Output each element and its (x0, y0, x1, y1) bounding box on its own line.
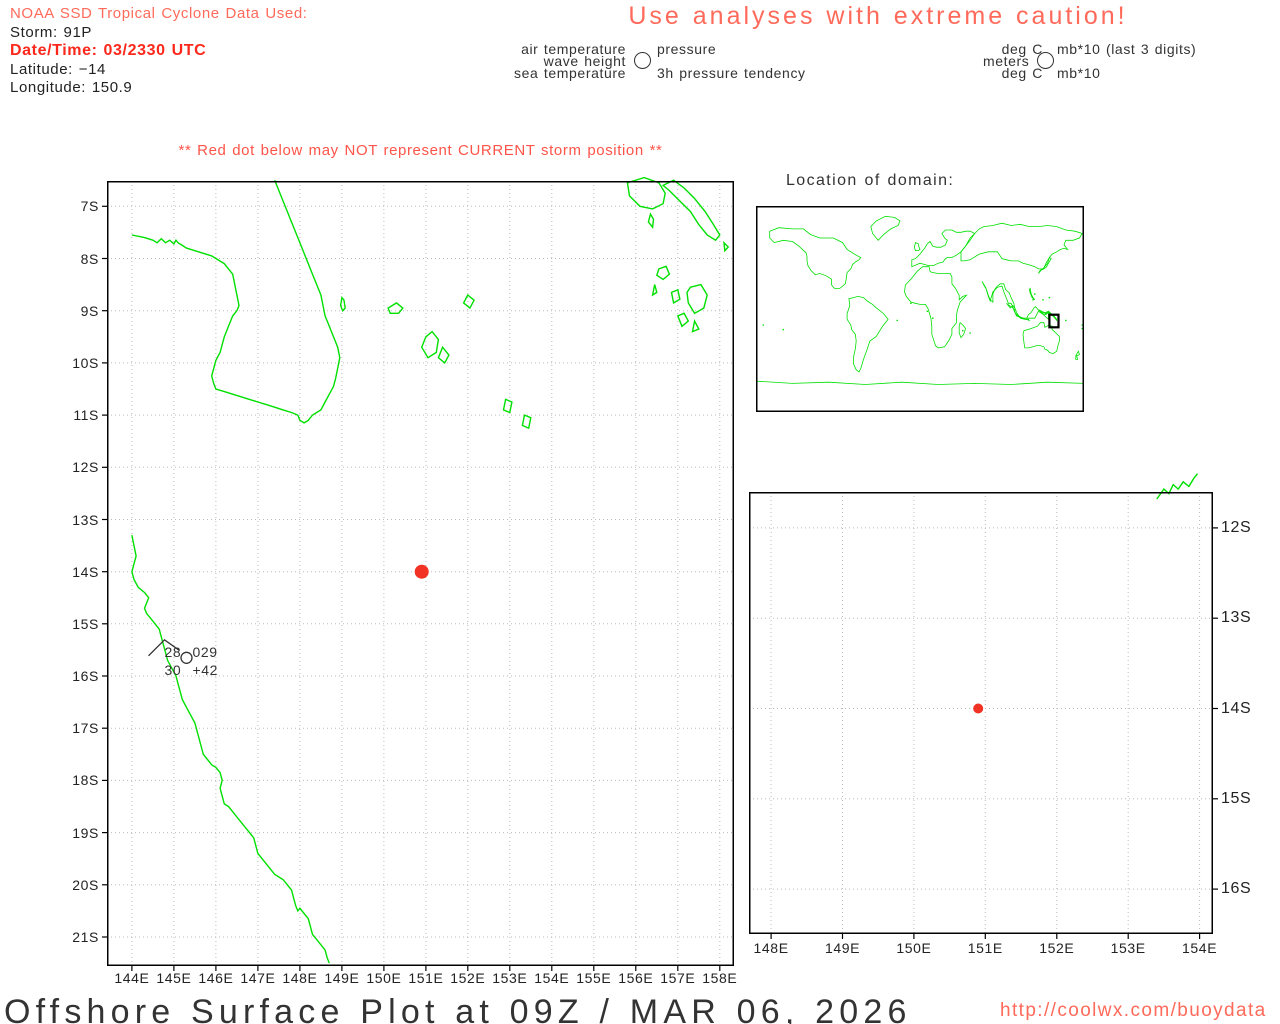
svg-text:28: 28 (165, 644, 182, 660)
svg-text:30: 30 (165, 662, 182, 678)
svg-text:+42: +42 (193, 662, 219, 678)
svg-text:029: 029 (193, 644, 218, 660)
